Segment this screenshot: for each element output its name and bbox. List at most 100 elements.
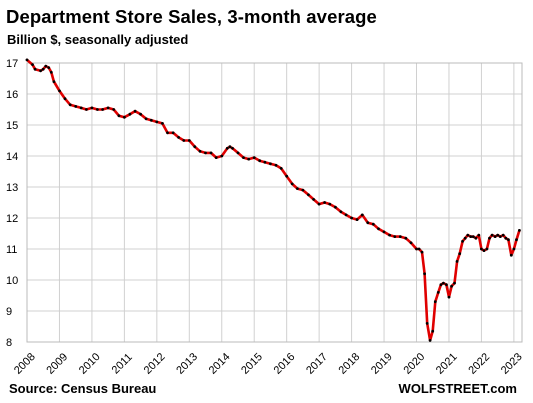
data-point xyxy=(290,182,294,186)
x-tick-label: 2010 xyxy=(77,351,103,377)
data-point xyxy=(231,146,234,150)
data-point xyxy=(382,230,386,234)
data-point xyxy=(155,120,159,124)
x-tick-label: 2018 xyxy=(337,351,363,377)
x-tick-label: 2008 xyxy=(12,351,38,377)
y-tick-label: 15 xyxy=(6,120,18,132)
data-point xyxy=(350,216,353,220)
data-point xyxy=(439,283,443,287)
data-point xyxy=(33,67,37,71)
data-point xyxy=(144,117,148,121)
data-point xyxy=(74,105,78,108)
data-point xyxy=(490,233,494,237)
x-tick-label: 2019 xyxy=(369,351,395,377)
source-note: Source: Census Bureau xyxy=(9,381,157,396)
x-tick-label: 2022 xyxy=(466,351,492,377)
data-point xyxy=(417,247,421,251)
data-point xyxy=(436,291,440,294)
data-point xyxy=(393,235,397,239)
data-point xyxy=(274,163,278,167)
data-point xyxy=(366,221,370,225)
y-tick-label: 12 xyxy=(6,213,18,225)
data-point xyxy=(425,322,429,325)
data-point xyxy=(485,247,489,251)
x-tick-label: 2023 xyxy=(499,351,525,377)
data-point xyxy=(344,213,348,217)
data-point xyxy=(450,284,453,288)
data-point xyxy=(39,69,42,73)
data-point xyxy=(133,109,137,113)
x-tick-label: 2013 xyxy=(174,351,200,377)
data-point xyxy=(388,233,391,237)
data-point xyxy=(501,233,505,237)
data-point xyxy=(458,252,462,256)
data-point xyxy=(44,64,48,68)
data-point xyxy=(149,118,153,122)
data-point xyxy=(480,247,483,251)
data-point xyxy=(477,233,481,237)
data-point xyxy=(498,235,502,239)
chart-subtitle: Billion $, seasonally adjusted xyxy=(7,32,189,47)
data-point xyxy=(209,151,213,155)
data-point xyxy=(455,260,459,263)
data-point xyxy=(225,146,229,150)
data-point xyxy=(493,235,497,239)
data-point xyxy=(317,202,321,206)
data-point xyxy=(166,131,169,135)
series-layer xyxy=(25,58,521,342)
x-tick-label: 2017 xyxy=(304,351,330,377)
data-point xyxy=(445,283,448,287)
data-point xyxy=(193,145,197,149)
data-point xyxy=(442,281,445,285)
data-point xyxy=(428,339,432,342)
data-point xyxy=(453,281,456,285)
data-point xyxy=(171,131,175,135)
data-point xyxy=(312,198,315,201)
data-point xyxy=(415,247,418,251)
data-point xyxy=(269,162,272,166)
y-tick-label: 11 xyxy=(6,244,17,256)
x-tick-label: 2012 xyxy=(142,351,168,377)
y-tick-label: 8 xyxy=(6,337,12,349)
x-tick-label: 2009 xyxy=(44,351,70,377)
data-point xyxy=(377,227,380,231)
y-tick-label: 13 xyxy=(6,182,18,194)
chart-title: Department Store Sales, 3-month average xyxy=(6,6,377,27)
data-point xyxy=(139,112,143,116)
data-point xyxy=(187,139,191,142)
data-point xyxy=(515,238,518,242)
data-point xyxy=(504,236,508,240)
data-point xyxy=(79,106,83,110)
data-point xyxy=(488,236,491,240)
data-point xyxy=(482,249,486,253)
data-point xyxy=(431,329,435,333)
data-point xyxy=(41,67,45,71)
data-point xyxy=(404,236,408,240)
y-tick-label: 16 xyxy=(6,89,18,101)
data-point xyxy=(63,97,67,101)
data-point xyxy=(96,108,99,111)
data-point xyxy=(285,174,289,178)
data-point xyxy=(101,108,104,111)
data-point xyxy=(112,108,116,111)
x-tick-label: 2016 xyxy=(272,351,298,377)
series-line xyxy=(25,58,521,342)
data-point xyxy=(123,115,126,119)
data-point xyxy=(328,202,332,206)
data-point xyxy=(220,154,224,158)
x-tick-label: 2014 xyxy=(207,351,233,377)
data-point xyxy=(323,201,326,204)
data-point xyxy=(247,157,251,161)
plot-frame xyxy=(26,62,523,343)
data-point xyxy=(161,122,164,125)
data-point xyxy=(469,235,473,239)
data-point xyxy=(52,80,56,83)
data-point xyxy=(307,193,310,197)
data-point xyxy=(198,149,202,153)
data-point xyxy=(507,238,510,242)
data-point xyxy=(252,156,256,160)
y-tick-label: 17 xyxy=(6,58,18,70)
data-point xyxy=(409,241,413,245)
data-point xyxy=(228,145,232,149)
